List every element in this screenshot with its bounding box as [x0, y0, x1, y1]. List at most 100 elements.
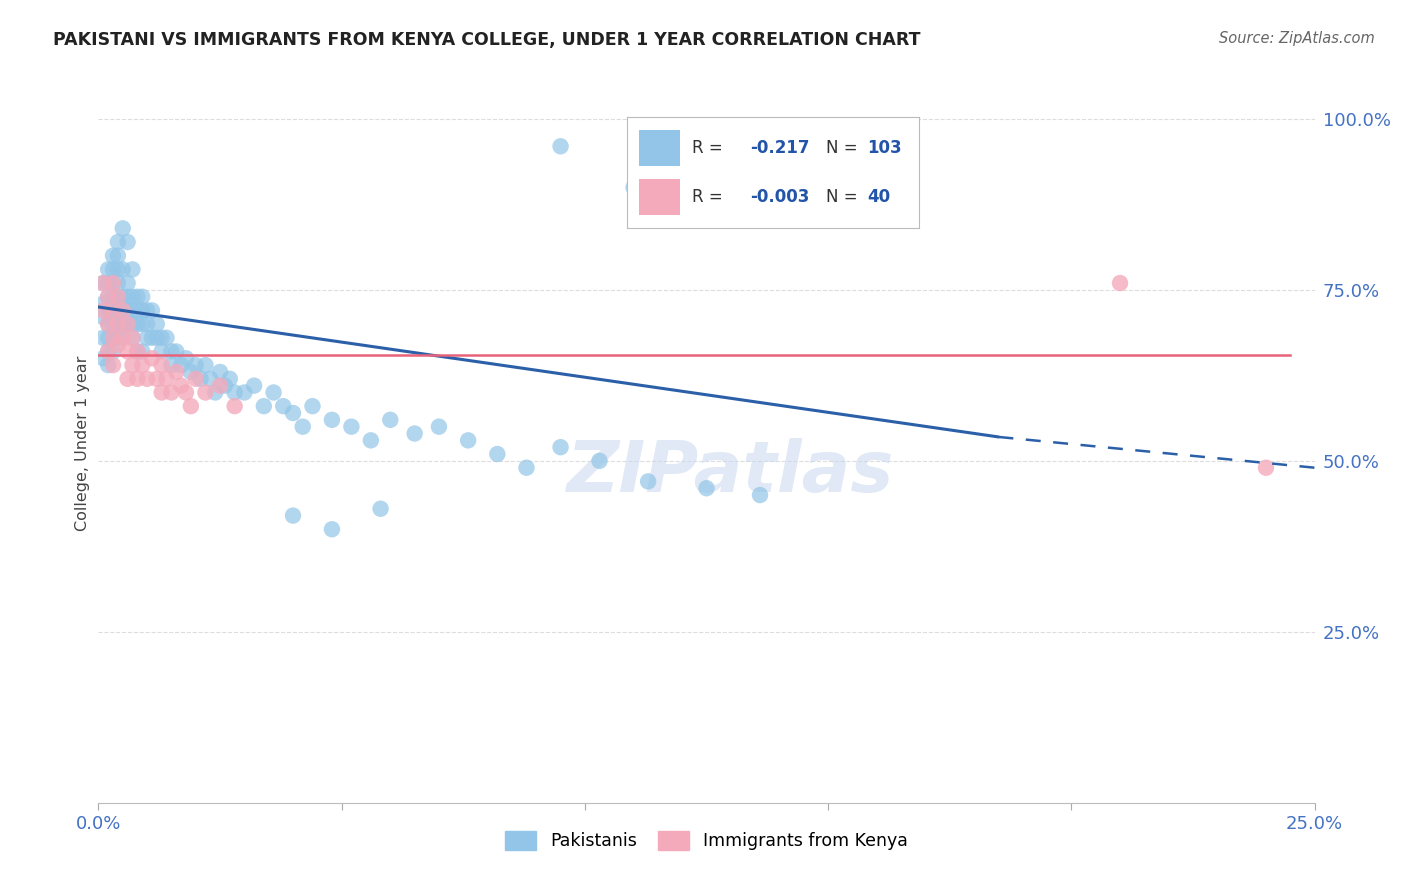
Point [141, 303, 163, 318]
Point [117, 290, 139, 304]
Point [370, 501, 392, 516]
Point [180, 399, 202, 413]
Point [515, 460, 537, 475]
Point [404, 426, 426, 441]
Point [749, 488, 772, 502]
Point [131, 358, 153, 372]
Point [174, 351, 197, 366]
Point [174, 385, 197, 400]
Point [121, 358, 143, 372]
Point [101, 331, 124, 345]
Point [101, 317, 124, 331]
Point [321, 413, 343, 427]
Point [101, 358, 124, 372]
Point [194, 358, 217, 372]
Point [97, 276, 120, 290]
Point [623, 180, 645, 194]
Point [427, 419, 450, 434]
Point [91, 310, 114, 325]
Point [200, 372, 222, 386]
Point [97, 290, 120, 304]
Point [131, 290, 153, 304]
Point [121, 331, 143, 345]
Point [184, 372, 207, 386]
Text: PAKISTANI VS IMMIGRANTS FROM KENYA COLLEGE, UNDER 1 YEAR CORRELATION CHART: PAKISTANI VS IMMIGRANTS FROM KENYA COLLE… [53, 31, 921, 49]
Point [101, 331, 124, 345]
Point [170, 358, 193, 372]
Point [117, 344, 139, 359]
Point [107, 249, 129, 263]
Point [360, 434, 382, 448]
Point [165, 365, 187, 379]
Point [121, 290, 143, 304]
Point [380, 413, 402, 427]
Point [550, 440, 572, 454]
Point [111, 331, 134, 345]
Point [111, 290, 134, 304]
Point [224, 399, 246, 413]
Y-axis label: College, Under 1 year: College, Under 1 year [75, 356, 90, 532]
Point [127, 303, 149, 318]
Point [127, 317, 149, 331]
Point [233, 385, 256, 400]
Point [121, 331, 143, 345]
Point [131, 303, 153, 318]
Point [97, 331, 120, 345]
Point [204, 385, 226, 400]
Point [209, 378, 232, 392]
Point [121, 262, 143, 277]
Point [117, 276, 139, 290]
Point [107, 290, 129, 304]
Point [281, 406, 304, 420]
Point [214, 378, 236, 392]
Point [160, 358, 183, 372]
Point [218, 372, 240, 386]
Point [91, 303, 114, 318]
Point [150, 344, 173, 359]
Point [866, 194, 889, 208]
Point [91, 331, 114, 345]
Point [107, 331, 129, 345]
Point [136, 372, 159, 386]
Point [457, 434, 479, 448]
Point [91, 276, 114, 290]
Point [97, 344, 120, 359]
Point [97, 344, 120, 359]
Point [97, 317, 120, 331]
Point [101, 276, 124, 290]
Point [111, 331, 134, 345]
Point [127, 290, 149, 304]
Point [111, 262, 134, 277]
Point [111, 303, 134, 318]
Point [136, 317, 159, 331]
Point [160, 344, 183, 359]
Point [91, 276, 114, 290]
Point [637, 475, 659, 489]
Point [97, 317, 120, 331]
Point [101, 262, 124, 277]
Point [97, 262, 120, 277]
Point [588, 454, 610, 468]
Legend: Pakistanis, Immigrants from Kenya: Pakistanis, Immigrants from Kenya [496, 822, 917, 859]
Point [141, 331, 163, 345]
Point [131, 344, 153, 359]
Point [91, 351, 114, 366]
Point [190, 372, 212, 386]
Point [243, 378, 266, 392]
Point [1254, 460, 1277, 475]
Point [101, 276, 124, 290]
Point [141, 351, 163, 366]
Point [486, 447, 509, 461]
Point [107, 317, 129, 331]
Point [97, 290, 120, 304]
Point [194, 385, 217, 400]
Text: ZIPatlas: ZIPatlas [567, 438, 894, 507]
Point [281, 508, 304, 523]
Point [91, 296, 114, 310]
Point [160, 385, 183, 400]
Point [121, 303, 143, 318]
Point [117, 317, 139, 331]
Point [184, 358, 207, 372]
Point [209, 365, 232, 379]
Point [321, 522, 343, 536]
